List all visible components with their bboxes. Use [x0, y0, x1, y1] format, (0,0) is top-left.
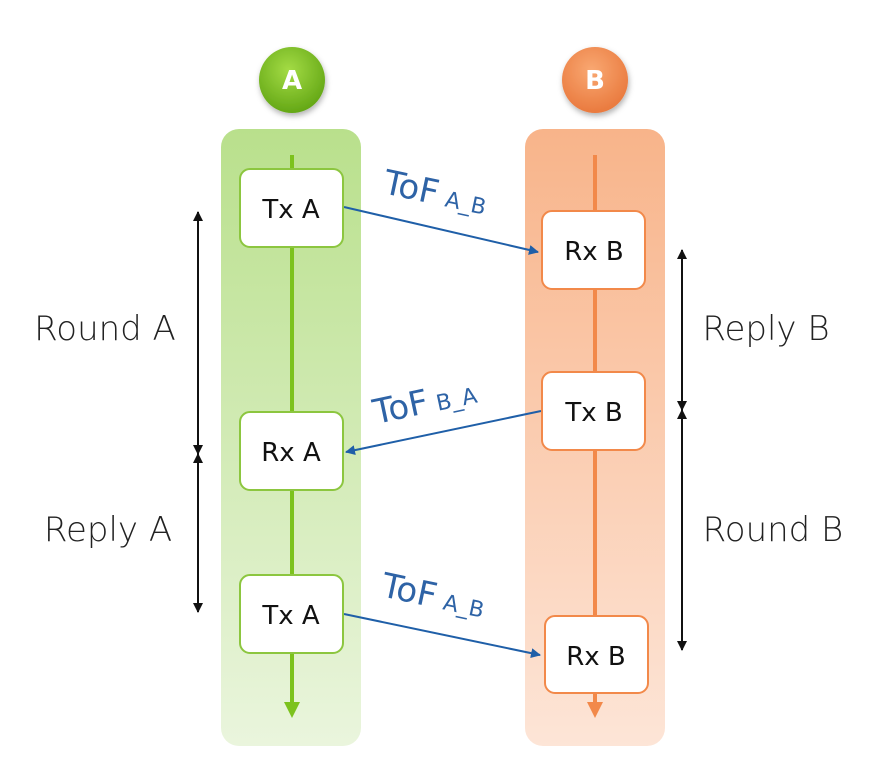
node-a-tx-1: Tx A — [239, 168, 344, 248]
message-label-3: ToFA_B — [377, 565, 489, 626]
reply-b-label: Reply B — [702, 309, 829, 349]
round-b-label: Round B — [703, 510, 844, 550]
node-b-tx: Tx B — [541, 371, 646, 451]
node-a-rx-label: Rx A — [261, 438, 321, 468]
node-b-rx-1: Rx B — [541, 210, 646, 290]
device-b-label: B — [585, 66, 605, 96]
round-a-label: Round A — [34, 309, 176, 349]
node-b-rx-1-label: Rx B — [564, 237, 624, 267]
node-a-rx: Rx A — [239, 411, 344, 491]
message-arrow-2 — [345, 410, 542, 456]
node-b-rx-2: Rx B — [544, 615, 649, 694]
reply-a-label: Reply A — [44, 510, 172, 550]
message-arrow-3 — [343, 613, 541, 659]
device-a-badge: A — [259, 47, 325, 113]
node-a-tx-1-label: Tx A — [261, 195, 320, 225]
node-b-rx-2-label: Rx B — [566, 642, 626, 672]
message-label-2: ToFB_A — [369, 372, 481, 433]
message-arrow-1 — [343, 206, 539, 255]
node-a-tx-2-label: Tx A — [261, 601, 320, 631]
node-a-tx-2: Tx A — [239, 574, 344, 654]
node-b-tx-label: Tx B — [564, 398, 622, 428]
device-a-label: A — [282, 66, 302, 96]
message-label-1: ToFA_B — [379, 162, 491, 223]
device-b-badge: B — [562, 47, 628, 113]
